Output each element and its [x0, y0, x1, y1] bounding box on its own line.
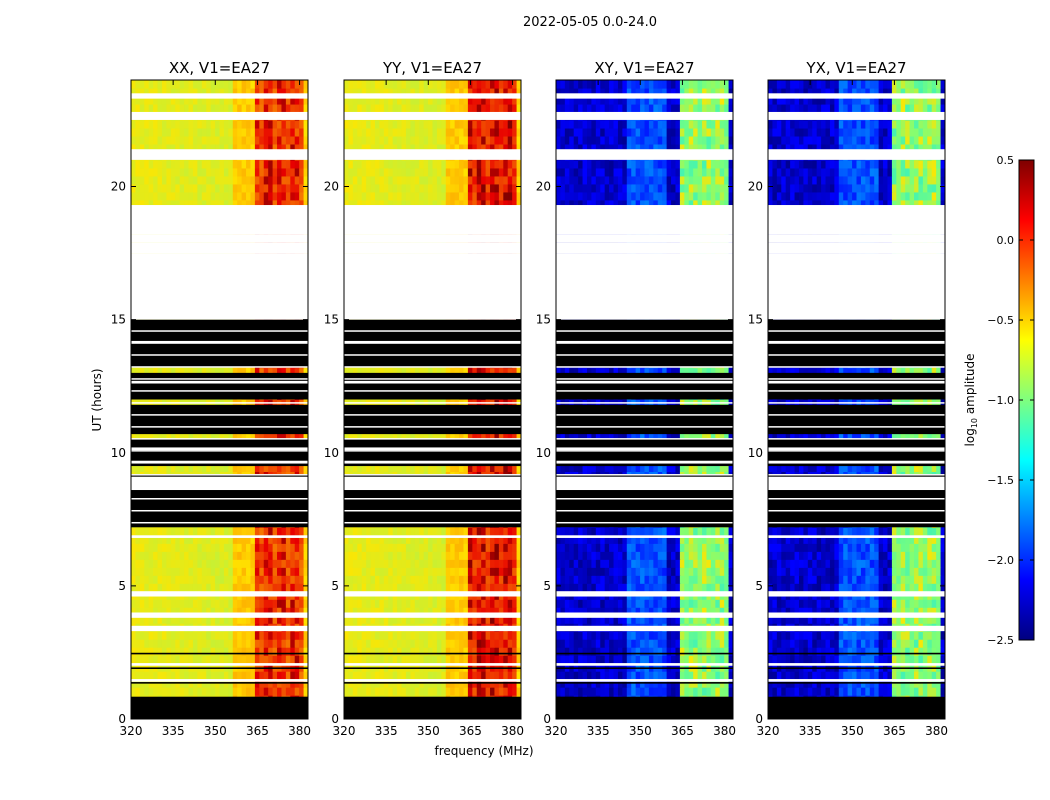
panel-1: YY, V1=EA27 320 335 350 365 380 0 5 10 15 20	[324, 59, 524, 738]
y-tick-label: 10	[111, 446, 126, 460]
x-tick-label: 350	[629, 724, 652, 738]
x-axis-label: frequency (MHz)	[434, 744, 533, 758]
colorbar-tick-label: −1.5	[987, 474, 1014, 487]
y-tick-label: 20	[536, 180, 551, 194]
x-tick-label: 350	[204, 724, 227, 738]
y-tick-label: 20	[324, 180, 339, 194]
heatmap-cells	[131, 80, 308, 719]
colorbar-label: log10 amplitude	[963, 354, 979, 447]
heatmap-cells	[344, 80, 521, 719]
y-tick-label: 5	[118, 579, 126, 593]
x-tick-label: 380	[713, 724, 736, 738]
x-tick-label: 380	[288, 724, 311, 738]
colorbar-tick-label: −0.5	[987, 314, 1014, 327]
x-tick-label: 365	[883, 724, 906, 738]
y-tick-label: 10	[748, 446, 763, 460]
colorbar-tick-label: −2.0	[987, 554, 1014, 567]
panel-title: YY, V1=EA27	[382, 59, 482, 77]
panel-frame	[555, 79, 734, 720]
y-tick-label: 5	[755, 579, 763, 593]
x-tick-label: 335	[587, 724, 610, 738]
x-tick-label: 320	[545, 724, 568, 738]
colorbar-tick-label: −2.5	[987, 634, 1014, 647]
panel-0: XX, V1=EA27 320 335 350 365 380 0 5 10 15 20	[111, 59, 311, 738]
x-tick-label: 320	[333, 724, 356, 738]
x-tick-label: 350	[841, 724, 864, 738]
panel-3: YX, V1=EA27 320 335 350 365 380 0 5 10 15 20	[748, 59, 948, 738]
y-tick-label: 20	[748, 180, 763, 194]
y-tick-label: 10	[324, 446, 339, 460]
x-tick-label: 335	[162, 724, 185, 738]
y-axis-label: UT (hours)	[90, 368, 104, 431]
y-tick-label: 0	[543, 712, 551, 726]
x-tick-label: 320	[757, 724, 780, 738]
colorbar-ticks: 0.5 0.0 −0.5 −1.0 −1.5 −2.0 −2.5	[987, 154, 1034, 647]
y-tick-label: 15	[111, 313, 126, 327]
suptitle: 2022-05-05 0.0-24.0	[523, 15, 657, 30]
colorbar-label-base: log	[963, 428, 977, 446]
y-tick-label: 10	[536, 446, 551, 460]
y-tick-label: 5	[331, 579, 339, 593]
colorbar-label-sub: 10	[970, 418, 979, 428]
y-tick-label: 20	[111, 180, 126, 194]
y-tick-label: 5	[543, 579, 551, 593]
x-tick-label: 350	[417, 724, 440, 738]
x-tick-label: 380	[501, 724, 524, 738]
panel-frame	[130, 79, 309, 720]
y-tick-label: 15	[324, 313, 339, 327]
heatmap-cells	[556, 80, 733, 719]
panel-title: YX, V1=EA27	[805, 59, 906, 77]
panel-frame	[767, 79, 946, 720]
colorbar-label-rest: amplitude	[963, 354, 977, 418]
x-tick-label: 335	[375, 724, 398, 738]
y-tick-label: 15	[536, 313, 551, 327]
x-tick-label: 335	[799, 724, 822, 738]
y-tick-label: 0	[755, 712, 763, 726]
x-tick-label: 365	[671, 724, 694, 738]
heatmap-cells	[768, 80, 945, 719]
y-tick-label: 0	[118, 712, 126, 726]
panel-2: XY, V1=EA27 320 335 350 365 380 0 5 10 15 20	[536, 59, 736, 738]
colorbar-tick-label: 0.5	[997, 154, 1015, 167]
panel-frame	[343, 79, 522, 720]
panel-title: XY, V1=EA27	[594, 59, 694, 77]
x-tick-label: 365	[246, 724, 269, 738]
x-tick-label: 380	[925, 724, 948, 738]
y-tick-label: 0	[331, 712, 339, 726]
x-tick-label: 365	[459, 724, 482, 738]
x-tick-label: 320	[120, 724, 143, 738]
colorbar: 0.5 0.0 −0.5 −1.0 −1.5 −2.0 −2.5 log10 amplitu…	[963, 154, 1035, 647]
colorbar-tick-label: −1.0	[987, 394, 1014, 407]
colorbar-tick-label: 0.0	[997, 234, 1015, 247]
panel-title: XX, V1=EA27	[169, 59, 270, 77]
y-tick-label: 15	[748, 313, 763, 327]
